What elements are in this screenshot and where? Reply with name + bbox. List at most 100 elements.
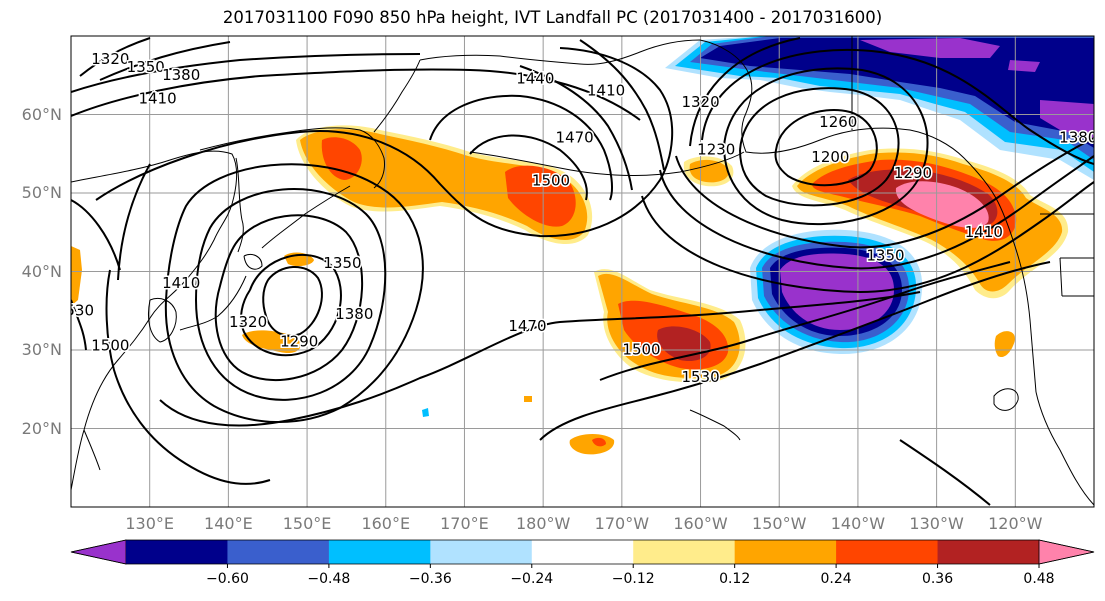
contour-1410-northwest [71, 68, 641, 121]
contour-label: 1410 [138, 89, 176, 107]
lat-tick-label: 20°N [21, 418, 62, 438]
colorbar-bin [430, 540, 533, 564]
contour-1410-north [579, 39, 665, 171]
contour-1350 [675, 137, 1094, 249]
coast-okhotsk [199, 127, 385, 189]
colorbar-tick-label: 0.36 [921, 571, 954, 587]
island-small-1 [993, 388, 1019, 411]
contour-1320 [689, 37, 801, 147]
contour-1380-northwest [71, 53, 421, 93]
contour-label: 1500 [91, 337, 129, 355]
colorbar-bin [227, 540, 330, 564]
contour-1440-north [519, 65, 633, 191]
contour-1470-south [159, 291, 921, 427]
colorbar-tick-label: 0.12 [719, 571, 751, 587]
contour-1290-low-japan [262, 265, 323, 337]
lon-tick-label: 170°E [440, 514, 489, 533]
colorbar-bin [734, 540, 837, 564]
lat-tick-label: 50°N [21, 183, 62, 202]
lon-tick-label: 170°W [594, 514, 650, 533]
contour-1350-japan [214, 214, 363, 382]
contour-1320-japan [240, 253, 342, 357]
contour-label: 1410 [965, 223, 1003, 241]
pos-okhotsk-orange [300, 129, 588, 240]
coast-japan-hokkaido [243, 253, 263, 270]
coast-kurils [261, 185, 351, 249]
contour-label: 1350 [866, 246, 904, 264]
border-state-lines [1059, 257, 1094, 297]
pos-patch-left-edge [71, 246, 82, 306]
pos-patch-hawaii-core [592, 437, 606, 447]
contour-label: 1200 [811, 148, 849, 166]
contour-1200-low [774, 108, 878, 187]
coast-aleutians [469, 151, 745, 176]
colorbar-bin [126, 540, 228, 564]
colorbar-tick-label: −0.24 [510, 571, 554, 587]
lat-tick-label: 60°N [21, 104, 62, 124]
lon-tick-label: 140°W [830, 514, 886, 533]
contour-label: 1260 [819, 113, 857, 131]
contour-1380-japan [194, 188, 387, 401]
contour-1350-northwest [99, 41, 231, 81]
colorbar-extend-min [70, 539, 127, 565]
pos-patch-aleutian-orange [689, 159, 729, 183]
neg-band-north-core-1 [860, 38, 1000, 58]
contour-1290 [701, 48, 1094, 165]
colorbar-extend-max [1038, 539, 1095, 565]
contour-1470-upper [429, 94, 613, 201]
contour-label: 1320 [91, 50, 129, 68]
contour-1500-south [599, 261, 1011, 381]
contour-labels: 1320135013801410144014101320123012601200… [56, 49, 1097, 388]
lon-tick-label: 160°W [673, 514, 728, 533]
contour-label: 1380 [1059, 129, 1097, 147]
colorbar-outline [70, 539, 1095, 565]
pos-subtrop-darkred [657, 326, 711, 362]
contour-label: 1380 [335, 305, 373, 323]
contour-1440 [95, 47, 674, 238]
neg-band-north-core-3 [1008, 60, 1040, 72]
colorbar-bin [836, 540, 939, 564]
coast-japan-honshu [179, 275, 247, 331]
lon-tick-label: 130°E [125, 514, 175, 533]
coast-alaska [699, 39, 1037, 393]
contour-label: 1350 [323, 254, 361, 272]
colorbar-bin [531, 540, 634, 564]
contour-1530-west [71, 299, 87, 351]
colorbar-tick-label: −0.48 [307, 571, 351, 587]
coast-sakhalin [235, 157, 244, 253]
coastlines [71, 36, 1094, 506]
colorbar-bin [328, 540, 431, 564]
contour-1560-south [899, 439, 991, 506]
coast-east-siberia [419, 39, 701, 65]
contour-1230 [739, 87, 900, 207]
lon-tick-label: 140°E [204, 514, 253, 533]
coast-asia-mainland [71, 150, 238, 491]
map-frame [70, 35, 1095, 508]
gridlines [71, 36, 1094, 507]
contour-1410-japan [164, 163, 424, 423]
contour-1410 [641, 181, 1094, 294]
pos-okhotsk-red-2 [505, 165, 576, 227]
neg-band-north-navy [700, 38, 1094, 148]
contour-1440-west [71, 199, 121, 271]
colorbar-tick-label: 0.48 [1023, 571, 1055, 587]
lon-tick-label: 120°W [988, 514, 1043, 533]
contour-label: 1500 [532, 172, 570, 190]
colorbar-tick-label: −0.36 [408, 571, 452, 587]
colorbar-bin [937, 540, 1040, 564]
contour-1380 [659, 155, 1094, 270]
contour-label: 1350 [127, 58, 165, 76]
pos-patch-calif [994, 331, 1016, 358]
lon-tick-label: 160°E [361, 514, 411, 533]
neg-patch-tiny [422, 408, 429, 417]
contour-label: 1230 [697, 140, 735, 158]
contour-1260 [723, 67, 929, 226]
contour-label: 1290 [894, 164, 932, 182]
contour-1470-west [117, 163, 151, 281]
contour-label: 1530 [56, 301, 94, 319]
colorbar-tick-label: −0.60 [205, 571, 249, 587]
colorbar-tick-label: −0.12 [611, 571, 655, 587]
colorbar-bin [633, 540, 736, 564]
contour-label: 1380 [162, 66, 200, 84]
